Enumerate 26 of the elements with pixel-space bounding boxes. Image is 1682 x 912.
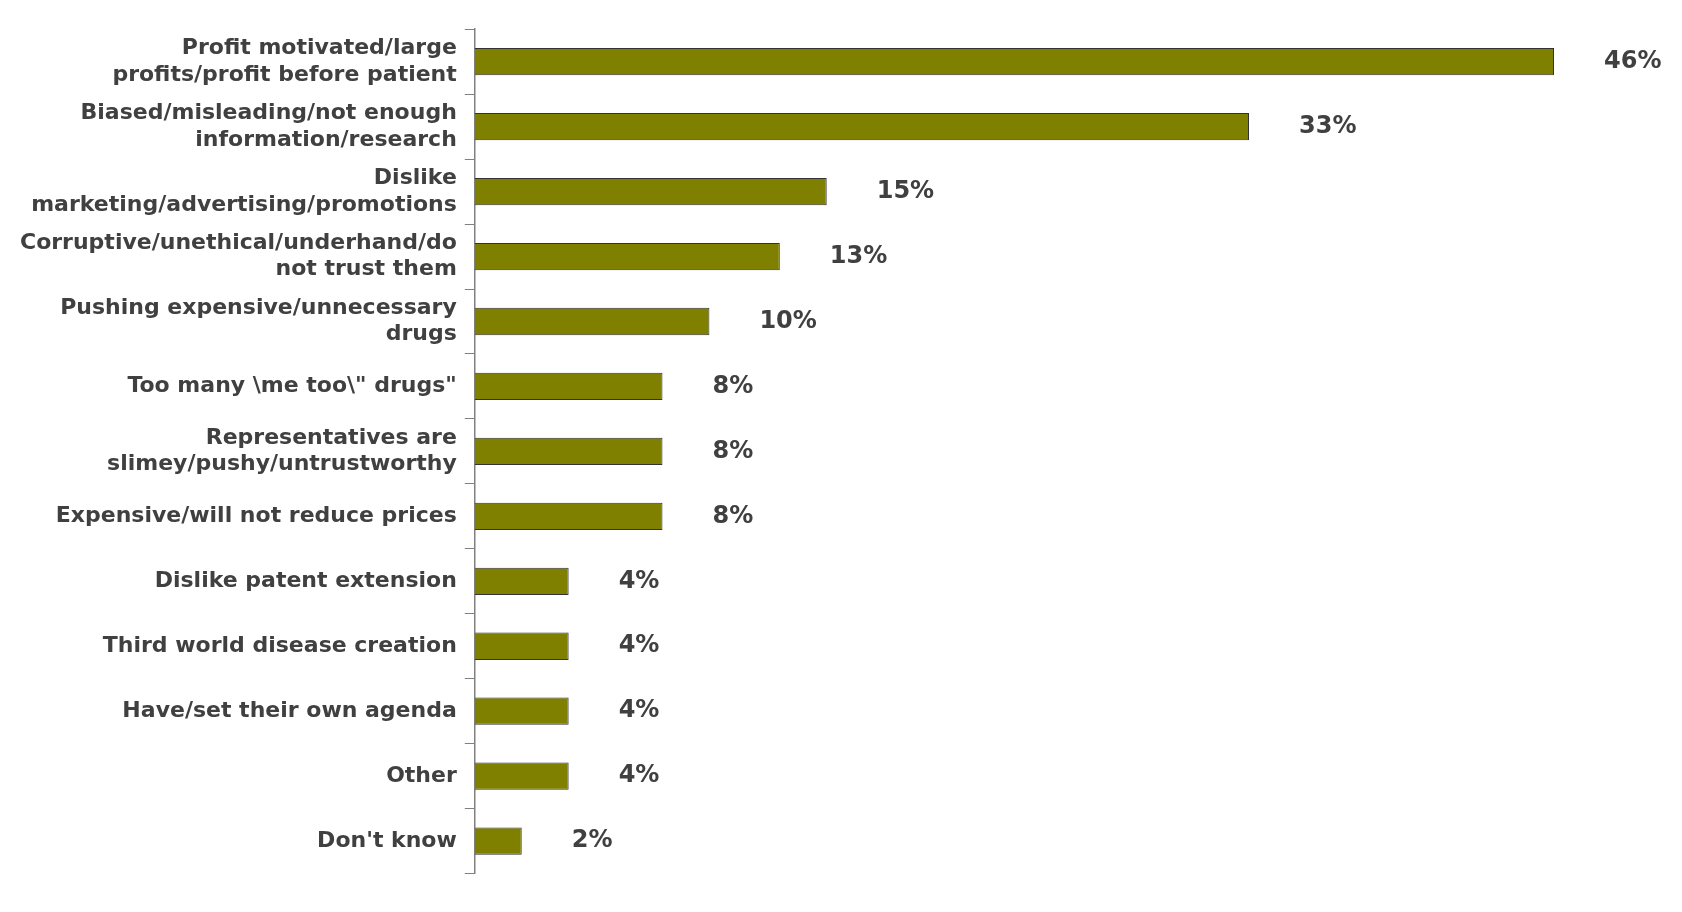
data-label: 33% [1299,110,1357,139]
y-tick-label: Other [386,761,457,787]
y-tick-label: Dislike marketing/advertising/promotions [31,164,457,216]
data-label: 8% [712,435,754,464]
data-label: 8% [712,370,754,399]
y-tick-label: Corruptive/unethical/underhand/do not trust them [20,229,457,281]
y-tick-label: Have/set their own agenda [122,696,457,722]
y-tick-label: Too many \me too\" drugs" [127,372,457,398]
data-label: 4% [618,630,660,659]
data-label: 2% [571,825,613,854]
y-tick-label: Profit motivated/large profits/profit before patient [112,34,458,86]
data-label: 10% [759,305,817,334]
y-tick-label: Third world disease creation [102,631,457,657]
y-tick-label: Biased/misleading/not enough information/research [80,99,457,151]
y-tick-label: Representatives are slimey/pushy/untrustworthy [107,423,457,476]
data-label: 4% [618,565,660,594]
data-label: 4% [618,760,660,789]
data-label: 46% [1604,45,1662,74]
y-tick-label: Dislike patent extension [154,567,457,593]
y-tick-label: Expensive/will not reduce prices [55,502,457,528]
data-label: 4% [618,695,660,724]
y-tick-label: Don't know [317,826,457,852]
data-label: 13% [829,240,888,269]
data-label: 8% [712,500,754,529]
data-label: 15% [876,175,935,204]
y-tick-label: Pushing expensive/unnecessary drugs [60,294,457,346]
